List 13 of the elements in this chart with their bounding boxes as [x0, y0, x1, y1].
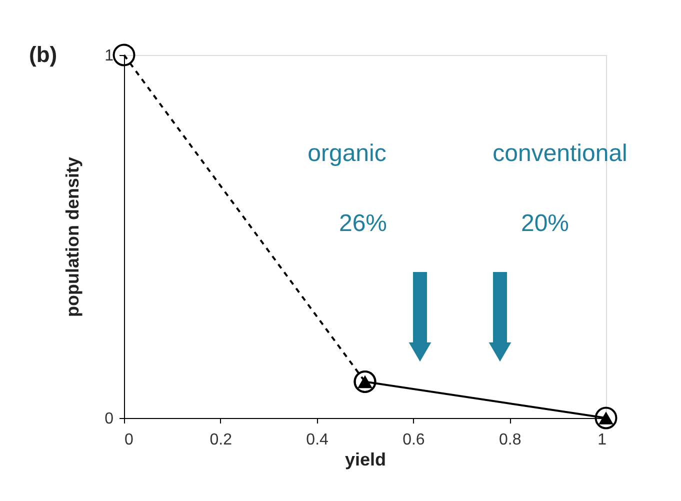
x-tick-label: 0.2: [210, 432, 232, 448]
annotation: conventional: [492, 140, 628, 167]
x-tick-label: 1: [598, 432, 607, 448]
annotation: organic: [308, 140, 386, 167]
text: (b): [29, 42, 58, 67]
x-tick-label: 0.8: [498, 432, 522, 448]
annotation: 20%: [520, 210, 570, 237]
x-tick-label: 0.6: [402, 432, 425, 448]
x-tick-label: 0: [124, 432, 134, 448]
annotation: 26%: [338, 210, 388, 237]
y-axis-title: population density: [62, 157, 83, 317]
x-axis-title: yield: [344, 450, 386, 470]
x-tick-label: 0.4: [306, 432, 329, 448]
